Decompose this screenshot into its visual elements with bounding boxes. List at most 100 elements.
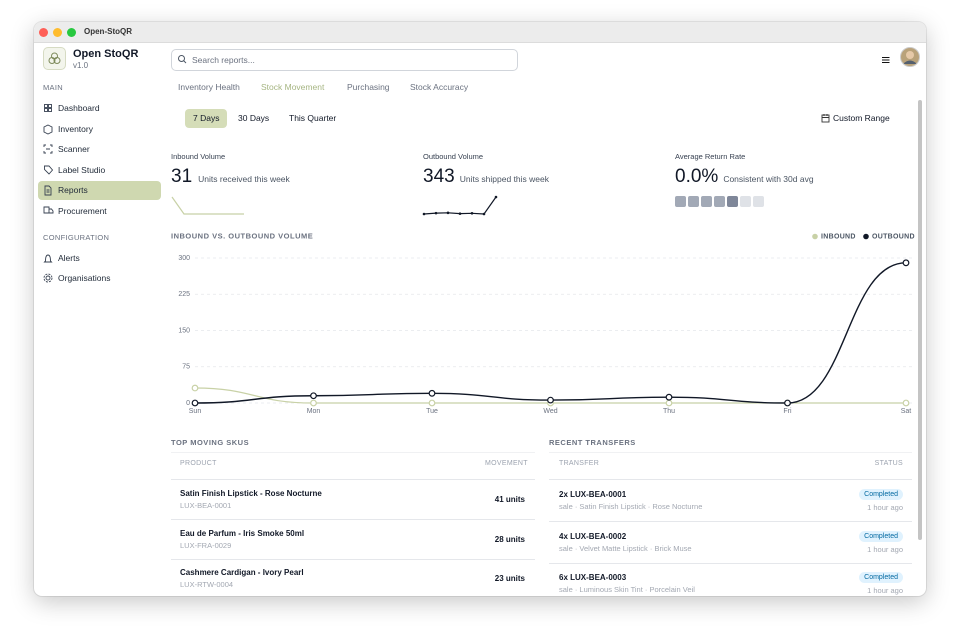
y-tick-label: 75 [182, 364, 190, 371]
data-point [310, 392, 317, 400]
y-tick-label: 225 [178, 291, 190, 298]
menu-button[interactable] [881, 55, 891, 65]
calendar-icon [821, 114, 830, 123]
nav-item[interactable]: Scanner [58, 144, 90, 154]
logo-icon [48, 52, 61, 64]
kpi-value: 0.0% [675, 166, 719, 187]
title-bar [34, 22, 926, 43]
nav-item-active[interactable]: Reports [58, 185, 88, 195]
kpi-note: Units received this week [198, 174, 290, 184]
y-tick-label: 150 [178, 327, 190, 334]
range-active-bg [185, 109, 227, 128]
row-divider [171, 559, 535, 560]
product-sku: LUX-RTW-0004 [180, 580, 234, 589]
zoom-button[interactable] [67, 28, 76, 37]
search-placeholder: Search reports... [192, 55, 255, 65]
range-button[interactable]: 7 Days [193, 113, 220, 123]
section-title: TOP MOVING SKUS [171, 438, 250, 447]
nav-item[interactable]: Procurement [58, 206, 107, 216]
column-header: STATUS [874, 460, 903, 467]
sparkline [171, 196, 244, 215]
nav-item[interactable]: Label Studio [58, 165, 106, 175]
tab[interactable]: Purchasing [347, 82, 390, 92]
minimize-button[interactable] [53, 28, 62, 37]
nav-item[interactable]: Alerts [58, 253, 80, 263]
active-nav-bg [38, 181, 161, 200]
y-tick-label: 300 [178, 255, 190, 262]
transfer-detail: sale · Velvet Matte Lipstick · Brick Mus… [559, 544, 692, 553]
kpi-note: Consistent with 30d avg [723, 174, 814, 184]
transfer-table [549, 452, 912, 596]
data-point [902, 399, 910, 407]
sparkline-point [422, 212, 426, 216]
column-header: TRANSFER [559, 460, 600, 467]
inbound-sparkline [171, 196, 244, 215]
y-tick-label: 0 [186, 400, 190, 407]
data-point [902, 259, 910, 267]
transfer-detail: sale · Luminous Skin Tint · Porcelain Ve… [559, 585, 695, 594]
window-content: Open-StoQR Open StoQR v1.0 MAIN Dashboar… [34, 22, 926, 596]
window-title: Open-StoQR [84, 27, 132, 36]
sku-table [171, 452, 535, 596]
kpi: 343 Units shipped this week [423, 166, 549, 188]
range-button[interactable]: 30 Days [238, 113, 270, 123]
transfer-title: 6x LUX-BEA-0003 [559, 573, 627, 582]
tab[interactable]: Stock Accuracy [410, 82, 469, 92]
product-sku: LUX-FRA-0029 [180, 541, 232, 550]
range-button[interactable]: This Quarter [289, 113, 337, 123]
x-tick-label: Sun [189, 408, 202, 415]
movement: 23 units [494, 574, 525, 583]
scrollbar[interactable] [918, 100, 922, 540]
data-point [665, 393, 673, 401]
transfer-time: 1 hour ago [867, 503, 903, 512]
kpi-label: Average Return Rate [675, 152, 746, 161]
chart-title: INBOUND VS. OUTBOUND VOLUME [171, 231, 313, 240]
section-label: MAIN [43, 83, 63, 92]
product-sku: LUX-BEA-0001 [180, 501, 232, 510]
kpi: 0.0% Consistent with 30d avg [675, 166, 814, 188]
nav-item[interactable]: Organisations [58, 273, 111, 283]
tab[interactable]: Inventory Health [178, 82, 240, 92]
kpi-label: Outbound Volume [423, 152, 484, 161]
legend-swatch [863, 233, 869, 240]
data-point [310, 399, 317, 407]
logo [43, 47, 66, 70]
close-button[interactable] [39, 28, 48, 37]
transfer-time: 1 hour ago [867, 586, 903, 595]
row-divider [549, 563, 912, 564]
legend-swatch [812, 233, 818, 240]
row-divider [171, 519, 535, 520]
x-tick-label: Sat [901, 408, 912, 415]
data-point [547, 396, 554, 404]
legend-label: OUTBOUND [872, 233, 915, 240]
x-tick-label: Tue [426, 408, 438, 415]
nav-item[interactable]: Dashboard [58, 103, 100, 113]
line-chart: INBOUND VS. OUTBOUND VOLUME 0 75 150 225 300… [171, 231, 915, 415]
transfer-title: 4x LUX-BEA-0002 [559, 532, 627, 541]
status-badge: Completed [859, 531, 903, 542]
row-divider [549, 521, 912, 522]
product-name: Cashmere Cardigan - Ivory Pearl [180, 568, 304, 577]
sparkline-point [470, 211, 474, 215]
column-header: MOVEMENT [485, 460, 528, 467]
column-header: PRODUCT [180, 460, 217, 467]
sparkline-point [434, 211, 438, 215]
data-point [191, 384, 199, 392]
avatar[interactable] [900, 47, 920, 67]
data-point [428, 399, 436, 407]
data-point [665, 399, 673, 407]
tab-active[interactable]: Stock Movement [261, 82, 325, 92]
kpi-note: Units shipped this week [459, 174, 549, 184]
product-name: Satin Finish Lipstick - Rose Nocturne [180, 489, 322, 498]
section-title: RECENT TRANSFERS [549, 438, 636, 447]
kpi-value: 343 [423, 166, 455, 187]
nav-item[interactable]: Inventory [58, 124, 93, 134]
app-name: Open StoQR [73, 48, 139, 60]
search-box[interactable] [171, 49, 518, 71]
data-point [428, 389, 436, 397]
custom-range-button[interactable]: Custom Range [833, 113, 890, 123]
x-tick-label: Thu [663, 408, 675, 415]
app-window: Open-StoQR Open StoQR v1.0 MAIN Dashboar… [34, 22, 926, 596]
row-divider [171, 479, 535, 480]
sparkline-point [446, 211, 450, 215]
